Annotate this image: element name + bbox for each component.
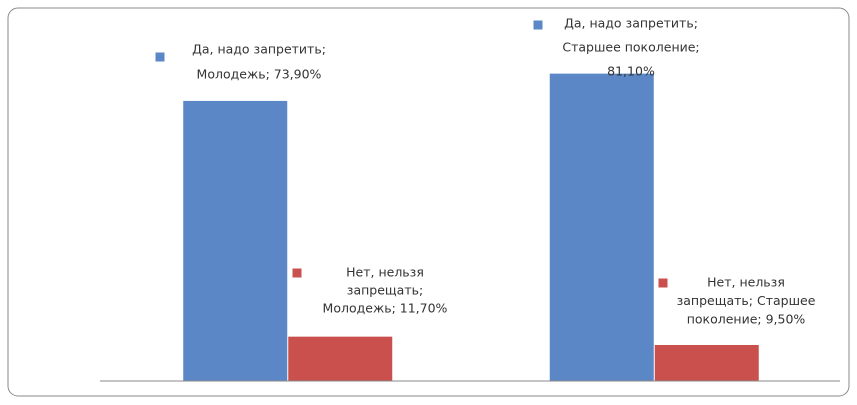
bar <box>183 100 288 381</box>
data-label: Да, надо запретить; <box>564 16 698 31</box>
data-label: 81,10% <box>607 64 655 79</box>
bar <box>288 336 393 381</box>
label-marker <box>155 52 165 62</box>
data-label: Нет, нельзя <box>346 265 424 280</box>
data-label: запрещать; Старшее <box>677 293 816 308</box>
data-label: Нет, нельзя <box>707 275 785 290</box>
label-marker <box>658 278 668 288</box>
label-marker <box>533 20 543 30</box>
data-label: запрещать; <box>347 283 423 298</box>
data-label: поколение; 9,50% <box>687 312 806 327</box>
data-label: Старшее поколение; <box>562 40 699 55</box>
bar <box>654 344 759 381</box>
chart-frame <box>7 7 850 397</box>
data-label: Да, надо запретить; <box>192 42 326 57</box>
data-label: Молодежь; 11,70% <box>323 301 448 316</box>
bar <box>549 73 654 382</box>
data-label: Молодежь; 73,90% <box>197 67 322 82</box>
label-marker <box>292 268 302 278</box>
